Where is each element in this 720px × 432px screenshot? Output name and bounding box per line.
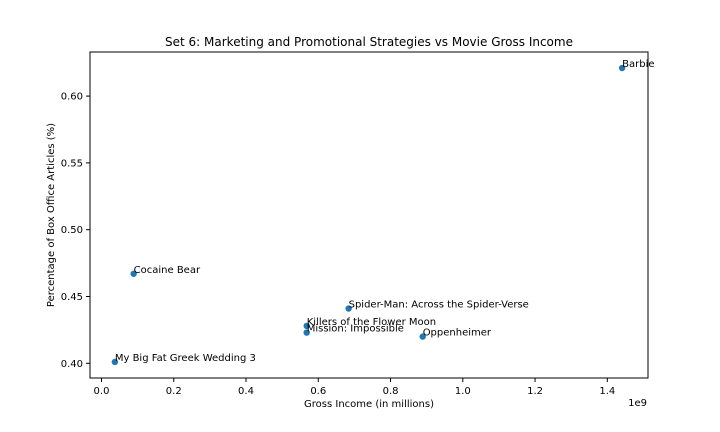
- plot-area: 0.0 0.2 0.4 0.6 0.8 1.0 1.2 1.4 0.40 0.45 0.50 0.55…: [61, 51, 655, 397]
- point-label: My Big Fat Greek Wedding 3: [115, 353, 256, 364]
- point-label: Spider-Man: Across the Spider-Verse: [349, 300, 529, 311]
- data-point: [345, 305, 352, 312]
- y-tick-label: 0.45: [61, 292, 83, 303]
- y-tick-label: 0.60: [61, 92, 83, 103]
- x-tick-label: 0.6: [310, 386, 326, 397]
- point-label: Oppenheimer: [423, 328, 492, 339]
- x-tick-label: 1.2: [527, 386, 543, 397]
- data-point: [303, 329, 310, 336]
- data-point: [111, 358, 119, 366]
- point-label: Mission: Impossible: [307, 324, 404, 335]
- point-label: Killers of the Flower Moon: [307, 317, 436, 328]
- x-tick-label: 0.2: [166, 386, 182, 397]
- chart-title: Set 6: Marketing and Promotional Strateg…: [165, 35, 573, 49]
- point-label: Barbie: [622, 59, 654, 70]
- y-tick-label: 0.50: [61, 225, 83, 236]
- data-point: [618, 64, 626, 72]
- x-axis-label: Gross Income (in millions): [304, 399, 434, 410]
- y-axis-label: Percentage of Box Office Articles (%): [46, 123, 57, 307]
- x-tick-label: 0.0: [94, 386, 110, 397]
- x-tick-label: 1.4: [599, 386, 615, 397]
- data-point: [303, 322, 310, 330]
- point-label: Cocaine Bear: [134, 265, 201, 276]
- x-offset-text: 1e9: [628, 398, 647, 409]
- y-tick-label: 0.40: [61, 359, 83, 370]
- data-point: [130, 270, 137, 277]
- x-tick-label: 1.0: [455, 386, 471, 397]
- plot-frame: [89, 51, 649, 379]
- x-tick-label: 0.4: [238, 386, 254, 397]
- x-tick-label: 0.8: [383, 386, 399, 397]
- y-tick-label: 0.55: [61, 158, 83, 169]
- data-point: [419, 333, 426, 340]
